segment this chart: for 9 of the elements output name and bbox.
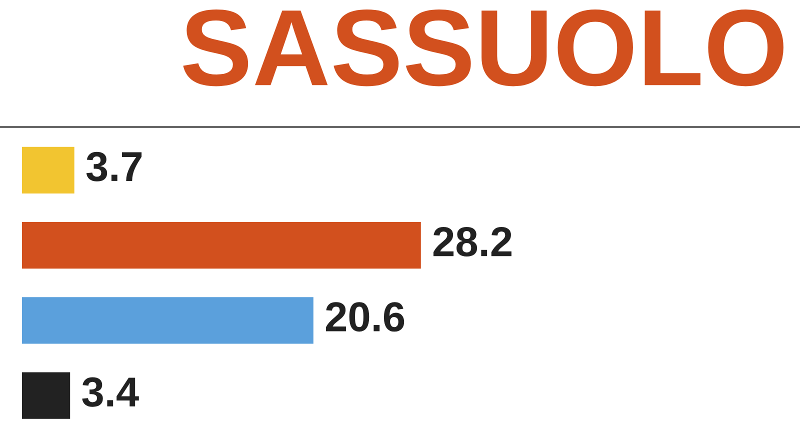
data-label: 3.4 [82, 377, 139, 407]
bar [22, 372, 70, 419]
data-label: 3.7 [86, 152, 142, 182]
bar [22, 297, 314, 344]
bar [22, 146, 74, 194]
data-label: 28.2 [433, 226, 512, 256]
bar [22, 222, 421, 269]
data-label: 20.6 [326, 302, 404, 332]
chart-title: SASSUOLO [183, 9, 784, 86]
